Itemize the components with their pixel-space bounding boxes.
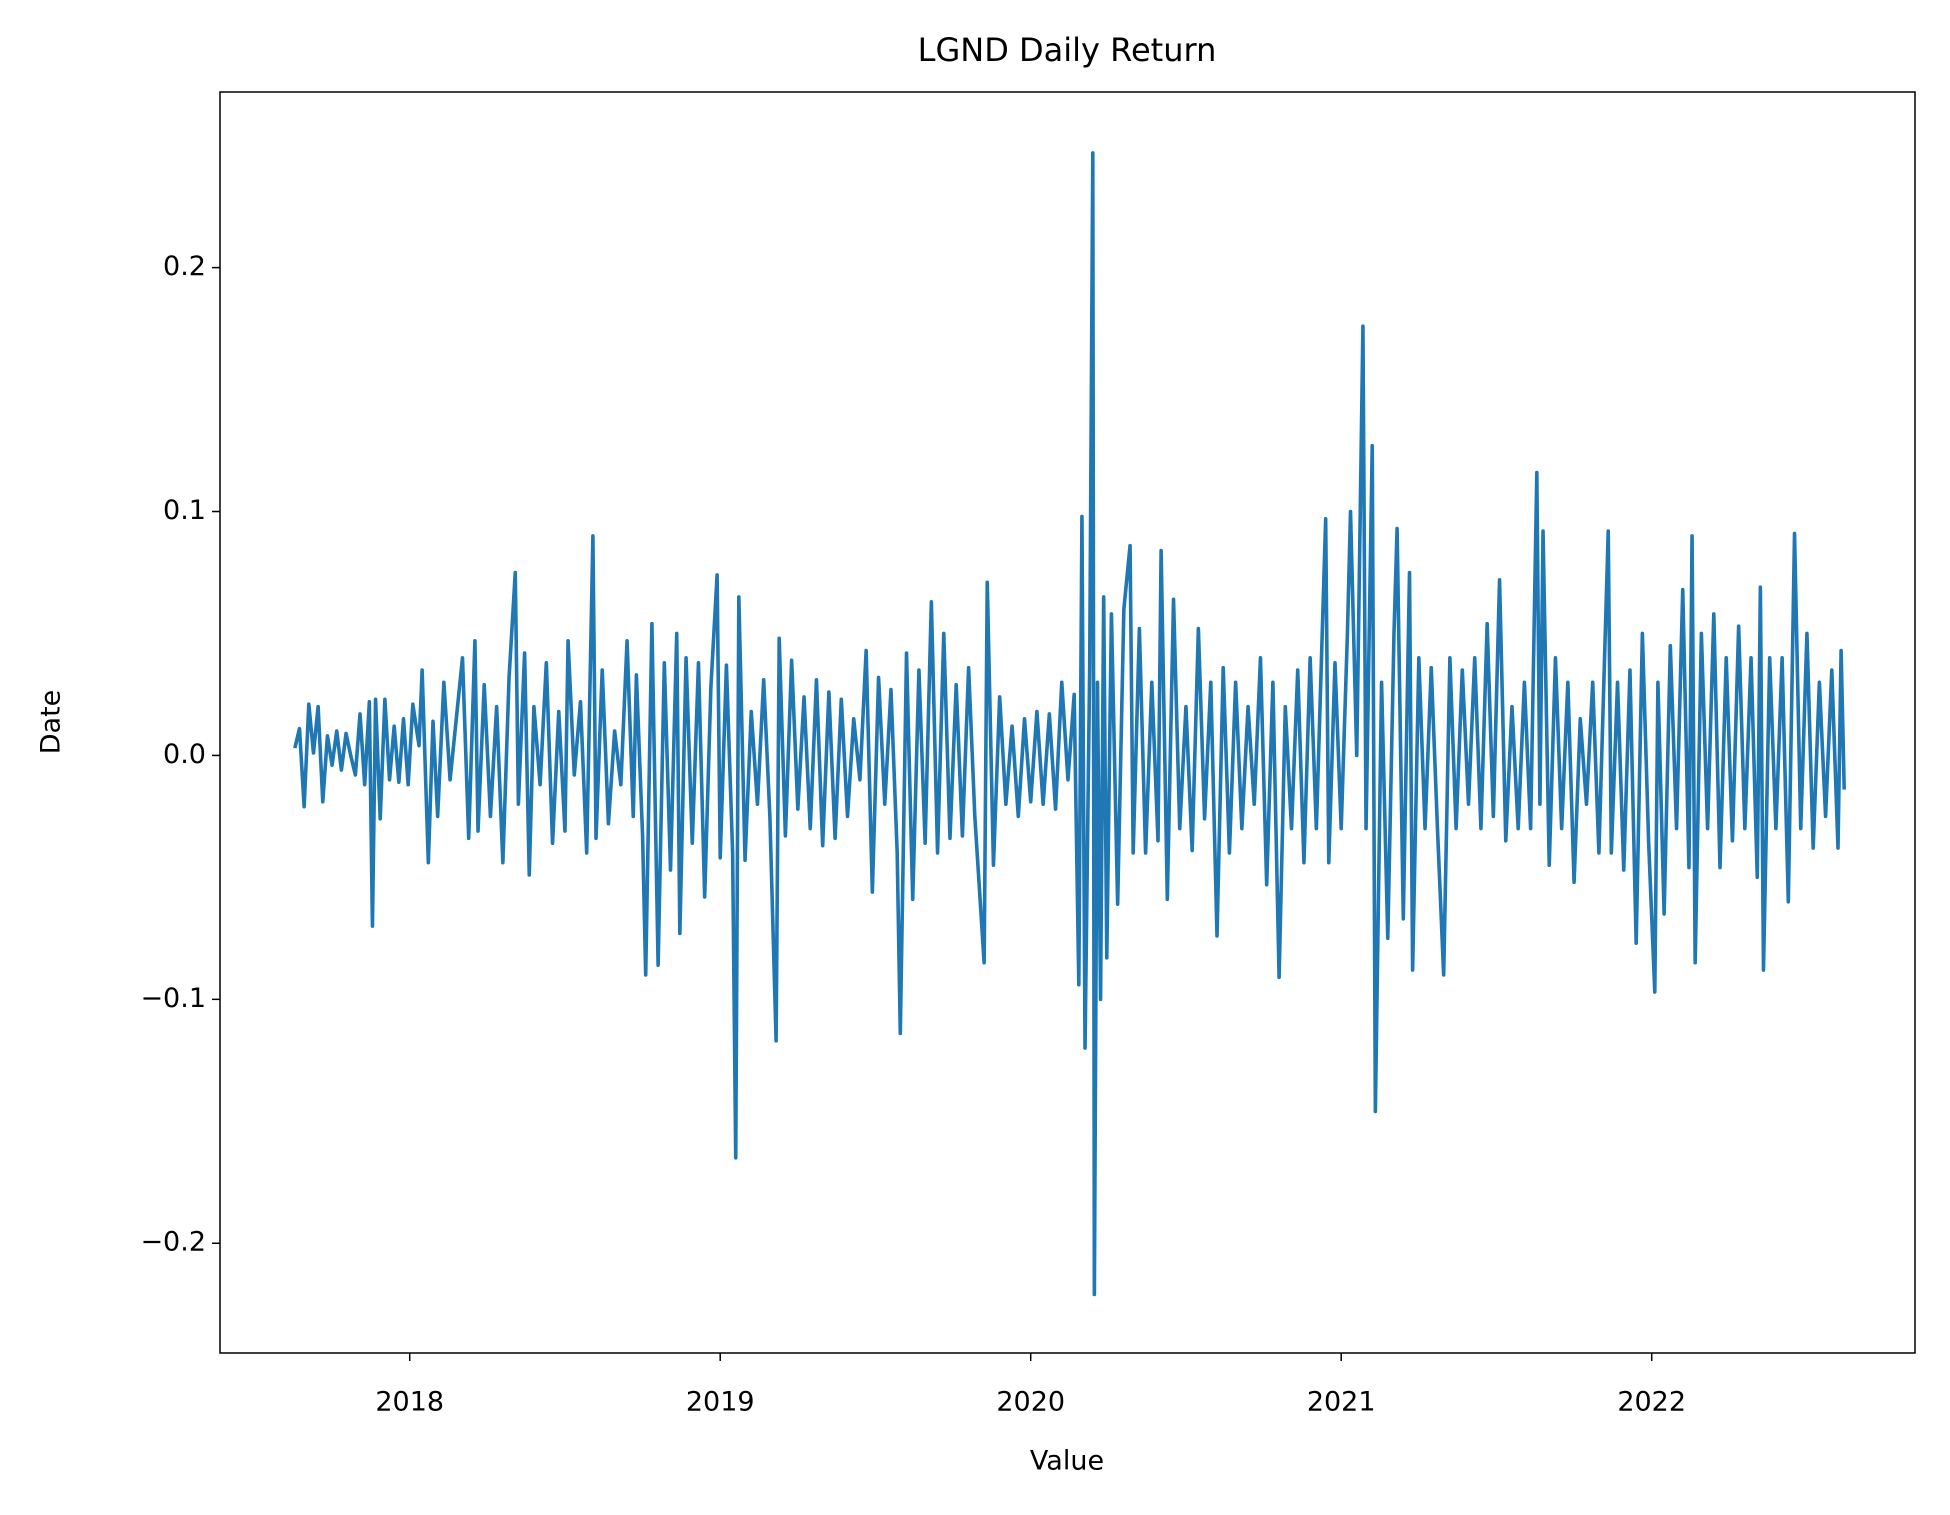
x-tick-label: 2020 — [996, 1387, 1065, 1418]
x-axis-label: Value — [1030, 1446, 1104, 1477]
y-tick-label: 0.1 — [163, 495, 206, 526]
y-tick-label: 0.2 — [163, 251, 206, 282]
x-tick-label: 2018 — [375, 1387, 444, 1418]
x-tick-label: 2019 — [686, 1387, 755, 1418]
y-tick-label: 0.0 — [163, 739, 206, 770]
data-line — [293, 151, 1847, 1297]
chart-title: LGND Daily Return — [918, 31, 1217, 69]
y-axis-label: Date — [36, 690, 67, 755]
x-tick-label: 2021 — [1307, 1387, 1376, 1418]
plot-frame — [219, 91, 1916, 1354]
y-tick-label: −0.1 — [140, 983, 206, 1014]
x-tick-label: 2022 — [1617, 1387, 1686, 1418]
y-tick-label: −0.2 — [140, 1227, 206, 1258]
